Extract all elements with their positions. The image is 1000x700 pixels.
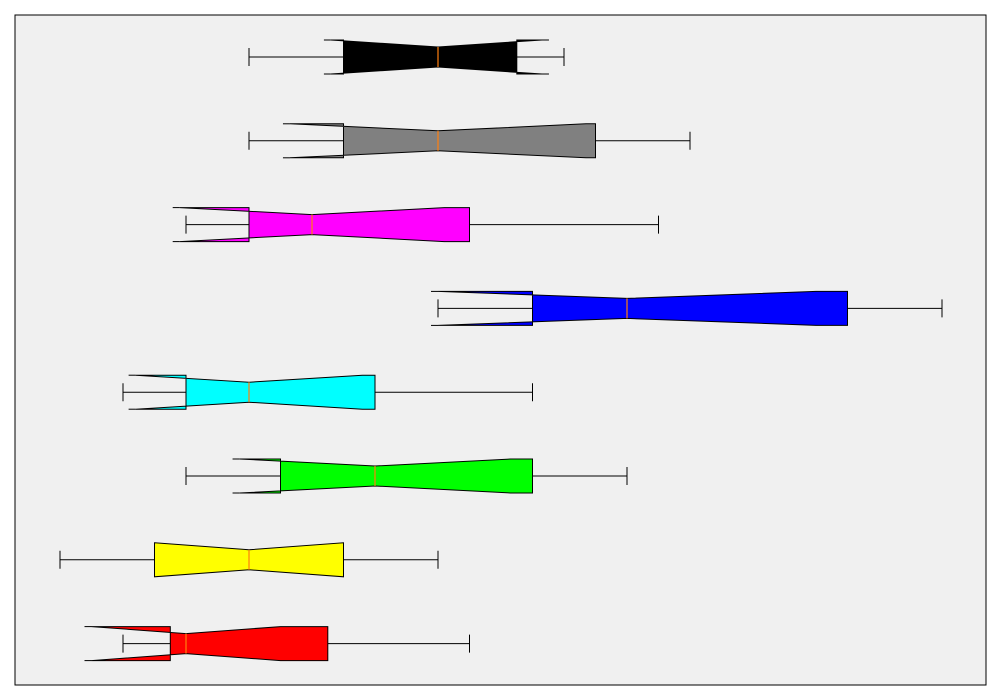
plot-area [14, 14, 987, 686]
box-1 [248, 39, 565, 75]
box-3 [172, 207, 659, 243]
notched-box [330, 39, 543, 75]
box-2 [248, 123, 691, 159]
box-5 [122, 374, 533, 410]
notched-box [179, 207, 470, 243]
notched-box [289, 123, 596, 159]
boxes-group [59, 39, 943, 662]
notched-box [91, 626, 329, 662]
notched-box [135, 374, 376, 410]
notched-box [239, 458, 533, 494]
box-4 [431, 290, 943, 326]
notched-box [437, 290, 848, 326]
box-8 [84, 626, 470, 662]
box-7 [59, 542, 439, 578]
box-6 [185, 458, 628, 494]
